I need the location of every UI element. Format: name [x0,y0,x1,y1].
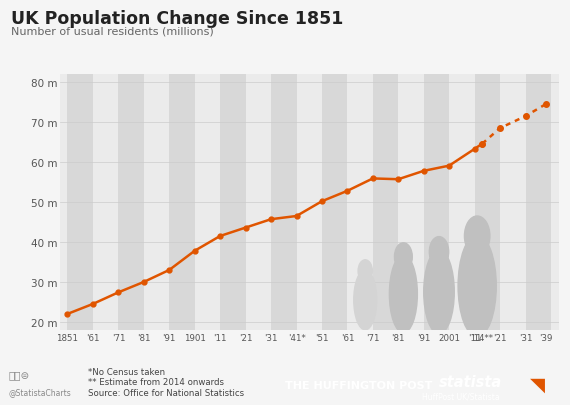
Text: @StatistaCharts: @StatistaCharts [9,387,71,396]
Circle shape [394,243,412,271]
Text: ◥: ◥ [530,375,545,393]
Text: Source: Office for National Statistics: Source: Office for National Statistics [88,388,245,396]
Bar [424,75,449,330]
Bar [475,75,500,330]
Text: statista: statista [439,374,502,389]
Bar [169,75,195,330]
Bar [271,75,296,330]
Bar [322,75,347,330]
Bar [526,75,551,330]
Ellipse shape [458,235,496,337]
Bar [220,75,246,330]
Ellipse shape [354,270,377,330]
Ellipse shape [424,250,454,334]
Text: UK Population Change Since 1851: UK Population Change Since 1851 [11,10,344,28]
Ellipse shape [389,255,417,333]
Circle shape [465,216,490,256]
Circle shape [429,237,449,267]
Text: ** Estimate from 2014 onwards: ** Estimate from 2014 onwards [88,377,225,386]
Text: *No Census taken: *No Census taken [88,367,165,376]
Text: Number of usual residents (millions): Number of usual residents (millions) [11,26,214,36]
Text: HuffPost UK/Statista: HuffPost UK/Statista [422,391,499,400]
Bar [373,75,398,330]
Text: THE HUFFINGTON POST: THE HUFFINGTON POST [285,380,433,390]
Bar [119,75,144,330]
Circle shape [358,260,372,282]
Bar [67,75,93,330]
Text: Ⓒⓘ⊜: Ⓒⓘ⊜ [9,369,30,379]
